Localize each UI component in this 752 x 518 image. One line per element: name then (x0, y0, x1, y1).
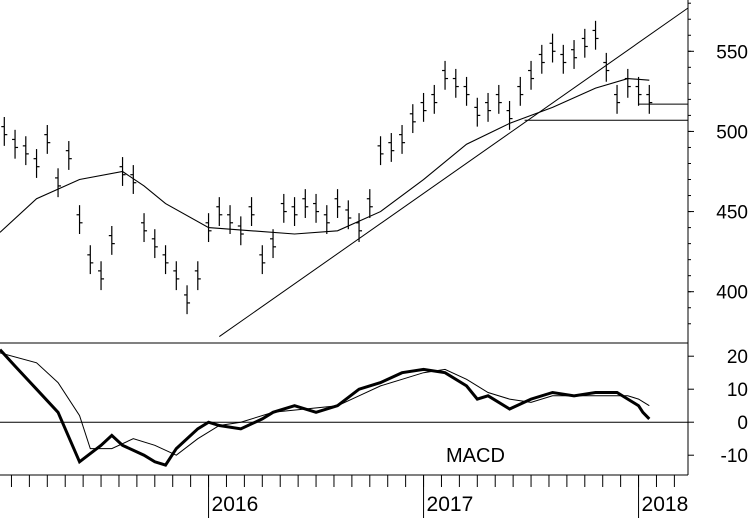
price-bar (313, 193, 320, 223)
price-bar (614, 84, 621, 114)
price-bar (173, 261, 180, 291)
price-bar (442, 60, 449, 90)
price-bar (44, 125, 51, 154)
price-bar (216, 197, 223, 226)
macd-y-tick-label: 10 (727, 380, 748, 401)
price-bar (624, 68, 631, 98)
price-bar (98, 261, 105, 291)
price-bar (603, 52, 610, 82)
price-bar (22, 136, 29, 166)
price-bar (130, 165, 137, 194)
trendline (219, 7, 689, 337)
price-bar (409, 104, 416, 134)
price-bar (646, 84, 653, 114)
price-bar (291, 197, 298, 226)
price-bar (474, 97, 481, 127)
price-bar (162, 245, 169, 275)
price-bar (323, 205, 330, 235)
macd-panel: MACD 20 10 0 -10 (0, 347, 748, 467)
price-bar (270, 229, 277, 259)
moving-average-line (0, 77, 650, 235)
price-bar (399, 125, 406, 154)
price-bar (431, 84, 438, 114)
price-bar (151, 229, 158, 259)
price-bar (194, 261, 201, 291)
y-tick-label: 450 (716, 203, 748, 224)
price-bar (517, 76, 524, 106)
price-bar (560, 44, 567, 74)
macd-y-tick-label: 0 (737, 413, 748, 434)
price-bar (108, 225, 115, 255)
price-bar (506, 100, 513, 130)
y-tick-label: 400 (716, 283, 748, 304)
price-bar (76, 205, 83, 235)
price-bar (65, 141, 72, 170)
price-panel: 400 450 500 550 (0, 2, 748, 337)
price-bar (452, 68, 459, 98)
price-bar (495, 84, 502, 114)
price-bar (485, 92, 492, 122)
price-bar (528, 60, 535, 90)
price-bar (635, 76, 642, 106)
price-bar (538, 44, 545, 74)
price-bar (571, 40, 578, 69)
chart-frame: 2016 2017 2018 (0, 0, 689, 518)
x-year-label: 2016 (212, 493, 259, 516)
price-bar (87, 245, 94, 275)
price-bar (463, 76, 470, 106)
price-bar (592, 20, 599, 50)
price-bar (280, 193, 287, 223)
macd-y-tick-label: 20 (727, 347, 748, 368)
y-tick-label: 550 (716, 42, 748, 63)
price-bar (366, 189, 373, 218)
price-bar (377, 136, 384, 166)
price-bar (388, 133, 395, 162)
price-bar (248, 197, 255, 226)
macd-y-tick-label: -10 (721, 446, 748, 467)
price-bar (12, 129, 19, 159)
x-year-label: 2017 (427, 493, 474, 516)
price-bar (581, 28, 588, 58)
price-bar (141, 213, 148, 243)
price-bar (259, 245, 266, 275)
macd-signal-line (0, 352, 650, 456)
price-bar (334, 189, 341, 218)
macd-line (0, 348, 651, 467)
price-bar (549, 33, 556, 63)
price-bar (237, 216, 244, 246)
macd-title: MACD (446, 445, 505, 467)
price-bar (420, 92, 427, 122)
price-bar (33, 149, 40, 178)
x-year-label: 2018 (642, 493, 689, 516)
y-tick-label: 500 (716, 122, 748, 143)
price-bar (55, 168, 62, 198)
price-bar (1, 117, 8, 146)
price-bar (345, 200, 352, 230)
price-bar (184, 285, 191, 315)
price-bar (302, 189, 309, 218)
